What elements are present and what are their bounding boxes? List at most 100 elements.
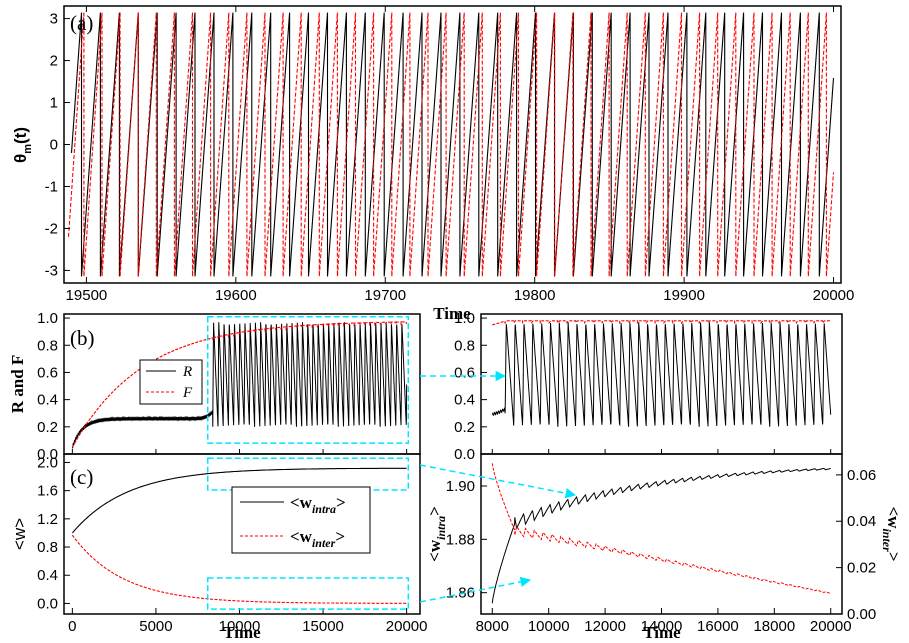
series-w-intra bbox=[71, 467, 407, 534]
panel-c-zoom-xlabel: Time bbox=[643, 623, 681, 642]
y-tick-label: 0.0 bbox=[37, 446, 58, 463]
svg-text:<wintra>: <wintra> bbox=[425, 506, 448, 562]
series-R bbox=[71, 322, 408, 449]
x-tick-label: 14000 bbox=[641, 618, 683, 635]
panel-b-ylabel: R and F bbox=[8, 355, 27, 414]
zoom-connectors bbox=[419, 370, 577, 603]
x-tick-label: 15000 bbox=[302, 618, 344, 635]
y-tick-label: 1.6 bbox=[37, 483, 58, 500]
panel-b-highlight-box bbox=[206, 315, 410, 444]
panel-c-zoom-series bbox=[491, 463, 831, 604]
series-F bbox=[492, 320, 831, 326]
panel-a-xlabel: Time bbox=[433, 304, 471, 323]
panel-b-legend: R F bbox=[139, 359, 203, 405]
panel-b-label: (b) bbox=[70, 326, 95, 350]
legend-b-box bbox=[139, 359, 203, 405]
y-tick-label: 0.4 bbox=[37, 567, 58, 584]
panel-c-highlight-box-top bbox=[206, 457, 410, 491]
panel-c-legend: <wintra> <winter> bbox=[231, 486, 371, 554]
x-tick-label: 16000 bbox=[697, 618, 739, 635]
y-tick-label: 0.8 bbox=[37, 337, 58, 354]
y-tick-label: 1.90 bbox=[446, 478, 475, 495]
panel-c-zoom: 80001000012000140001600018000200001.861.… bbox=[425, 453, 903, 642]
panel-c-highlight-box-bottom bbox=[206, 577, 410, 610]
y-tick-label: 2.0 bbox=[37, 454, 58, 471]
ylabel-b-text: R and F bbox=[8, 355, 27, 414]
x-tick-label: 12000 bbox=[584, 618, 626, 635]
zoom-arrow-1 bbox=[419, 464, 577, 499]
panel-c-axes: 0 5000 10000 15000 20000 0.0 0.4 0.8 1.2 1.6 2.0 bbox=[37, 454, 427, 635]
y-tick-label: 0.2 bbox=[454, 419, 475, 436]
x-tick-label: 8000 bbox=[476, 618, 509, 635]
series-F bbox=[71, 321, 408, 448]
x-tick-label: 5000 bbox=[139, 618, 172, 635]
ylabel-c-text: <w> bbox=[10, 518, 29, 550]
y-tick-label: 1.2 bbox=[37, 511, 58, 528]
panel-b-zoom: 0.0 0.2 0.4 0.6 0.8 1.0 bbox=[454, 310, 843, 463]
y-tick-label: 0.2 bbox=[37, 419, 58, 436]
panel-c: 0 5000 10000 15000 20000 0.0 0.4 0.8 1.2 1.6 2.0 (… bbox=[10, 453, 427, 642]
series-w-inter bbox=[71, 534, 407, 604]
legend-b-r-label: R bbox=[182, 364, 192, 380]
y-tick-label: 0.8 bbox=[37, 539, 58, 556]
y-tick-label: 0.4 bbox=[454, 392, 475, 409]
y-tick-label: 0 bbox=[50, 137, 58, 154]
svg-text:<winter>: <winter> bbox=[880, 507, 903, 562]
series-w-inter-zoom bbox=[491, 463, 831, 594]
x-tick-label: 10000 bbox=[219, 618, 261, 635]
x-tick-label: 20000 bbox=[810, 618, 852, 635]
panel-c-series bbox=[71, 467, 407, 604]
x-tick-label: 19500 bbox=[66, 287, 108, 304]
panel-c-label: (c) bbox=[70, 465, 93, 489]
zoom-arrow-2 bbox=[419, 576, 532, 603]
y-tick-label: 1.0 bbox=[37, 310, 58, 327]
ylabel-arg: (t) bbox=[11, 127, 30, 144]
series-R bbox=[491, 322, 832, 427]
y-tick-label: 0.0 bbox=[37, 595, 58, 612]
y-tick-label-right: 0.04 bbox=[847, 513, 876, 530]
ylabel-theta: θ bbox=[11, 154, 30, 163]
panel-c-zoom-frame bbox=[480, 453, 843, 615]
panel-c-xlabel: Time bbox=[223, 623, 261, 642]
legend-c-inter-label: <winter> bbox=[290, 527, 345, 550]
series-w-intra-zoom bbox=[491, 467, 831, 604]
panel-b-zoom-series bbox=[491, 320, 832, 427]
y-tick-label: 0.6 bbox=[454, 364, 475, 381]
x-tick-label: 19700 bbox=[364, 287, 406, 304]
x-tick-label: 19600 bbox=[215, 287, 257, 304]
legend-b-f-label: F bbox=[182, 385, 193, 401]
ylabel-sub-m: m bbox=[22, 144, 34, 154]
y-tick-label: 1.88 bbox=[446, 531, 475, 548]
panel-b-axes: 0.0 0.2 0.4 0.6 0.8 1.0 bbox=[37, 310, 408, 463]
y-tick-label: 3 bbox=[50, 11, 58, 28]
panel-a-axes: 19500 19600 19700 19800 19900 20000 -3 -2 -1 0 1 2 3 bbox=[45, 6, 854, 304]
y-tick-label-right: 0.00 bbox=[847, 606, 876, 623]
y-tick-label: 1 bbox=[50, 95, 58, 112]
y-tick-label: -2 bbox=[45, 220, 58, 237]
y-tick-label: 0.4 bbox=[37, 392, 58, 409]
x-tick-label: 0 bbox=[68, 618, 76, 635]
legend-c-intra-label: <wintra> bbox=[290, 493, 346, 516]
panel-b-zoom-axes: 0.0 0.2 0.4 0.6 0.8 1.0 bbox=[454, 310, 832, 463]
panel-b-series bbox=[71, 321, 408, 449]
y-tick-label: 0.0 bbox=[454, 446, 475, 463]
y-tick-label: 1.0 bbox=[454, 310, 475, 327]
panel-b: 0.0 0.2 0.4 0.6 0.8 1.0 (b) R F R and F bbox=[8, 310, 421, 463]
y-tick-label: 0.6 bbox=[37, 364, 58, 381]
panel-c-zoom-axes: 80001000012000140001600018000200001.861.… bbox=[446, 467, 876, 635]
y-tick-label: 2 bbox=[50, 53, 58, 70]
panel-a-label: (a) bbox=[70, 11, 93, 35]
theta-series-black bbox=[70, 12, 835, 277]
x-tick-label: 19900 bbox=[663, 287, 705, 304]
y-tick-label-right: 0.02 bbox=[847, 560, 876, 577]
y-tick-label: -1 bbox=[45, 178, 58, 195]
x-tick-label: 19800 bbox=[514, 287, 556, 304]
y-tick-label: 0.8 bbox=[454, 337, 475, 354]
panel-a-ylabel: θm(t) bbox=[11, 127, 34, 163]
panel-a: 19500 19600 19700 19800 19900 20000 -3 -2 -1 0 1 2 3… bbox=[11, 5, 854, 323]
x-tick-label: 18000 bbox=[753, 618, 795, 635]
x-tick-label: 20000 bbox=[386, 618, 428, 635]
y-tick-label-right: 0.06 bbox=[847, 467, 876, 484]
y-tick-label: -3 bbox=[45, 262, 58, 279]
panel-a-series bbox=[67, 12, 835, 277]
